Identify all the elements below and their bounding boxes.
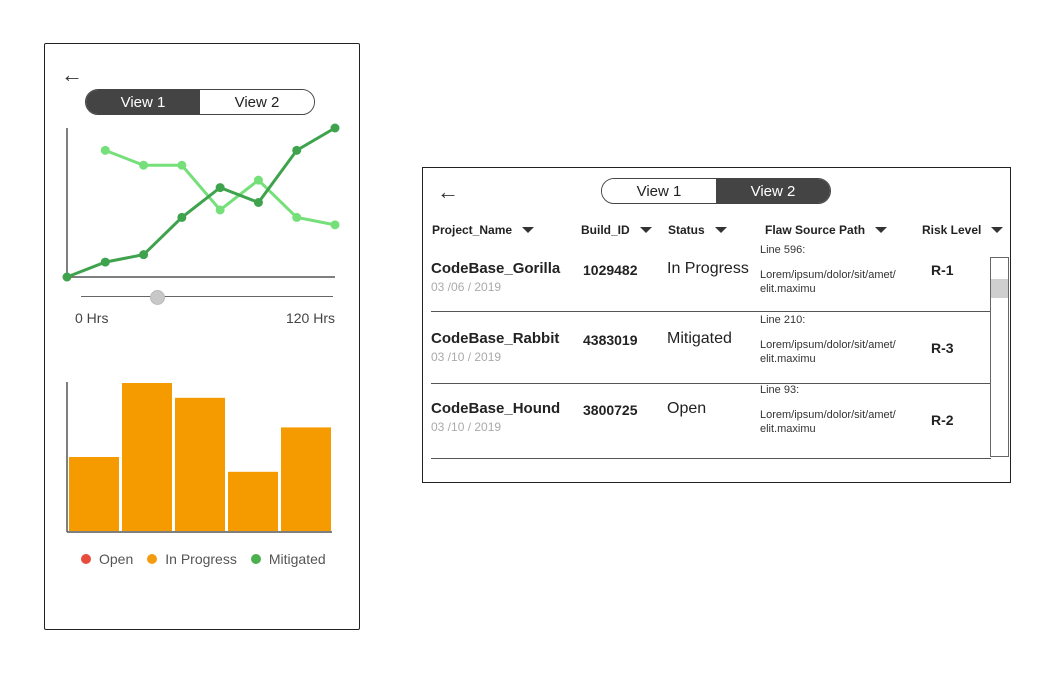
data-point [254,198,263,207]
status-bar-chart [45,374,361,544]
row-divider [431,311,991,312]
bar [228,472,278,531]
project-name: CodeBase_Gorilla [431,260,560,277]
table-view-frame: ← View 1 View 2 Project_Name Build_ID St… [422,167,1011,483]
legend-dot-open [81,554,91,564]
flaw-path: Lorem/ipsum/dolor/sit/amet/ elit.maximu [760,268,930,296]
data-point [331,124,340,133]
legend-item-open: Open [81,551,133,567]
column-header-build-id[interactable]: Build_ID [581,223,652,237]
legend-item-in-progress: In Progress [147,551,237,567]
project-date: 03 /06 / 2019 [431,280,501,294]
column-header-label: Build_ID [581,223,630,237]
bar [69,457,119,531]
data-point [101,146,110,155]
data-point [292,146,301,155]
status-text: Open [667,400,706,418]
flaw-path: Lorem/ipsum/dolor/sit/amet/ elit.maximu [760,408,930,436]
sort-caret-icon[interactable] [522,227,534,233]
tab-view-1[interactable]: View 1 [86,90,200,114]
time-slider-handle[interactable] [150,290,165,305]
column-header-flaw-source-path[interactable]: Flaw Source Path [765,223,887,237]
column-header-project-name[interactable]: Project_Name [432,223,534,237]
trend-line-chart [45,114,361,284]
legend-dot-in-progress [147,554,157,564]
table-scrollbar[interactable] [990,257,1009,457]
data-point [177,161,186,170]
risk-level: R-3 [931,340,954,356]
data-point [177,213,186,222]
legend-label-in-progress: In Progress [165,551,237,567]
data-point [139,250,148,259]
data-point [216,183,225,192]
column-header-label: Project_Name [432,223,512,237]
view-toggle: View 1 View 2 [601,178,831,204]
risk-level: R-2 [931,412,954,428]
tab-view-1[interactable]: View 1 [602,179,716,203]
data-point [101,258,110,267]
flaw-path: Lorem/ipsum/dolor/sit/amet/ elit.maximu [760,338,930,366]
bar [281,427,331,531]
back-arrow-icon[interactable]: ← [61,64,83,86]
mobile-view-frame: ← View 1 View 2 0 Hrs 120 Hrs Open In Pr… [44,43,360,630]
build-id: 1029482 [583,262,638,278]
data-point [331,220,340,229]
view-toggle: View 1 View 2 [85,89,315,115]
risk-level: R-1 [931,262,954,278]
project-name: CodeBase_Rabbit [431,330,559,347]
scrollbar-thumb[interactable] [991,279,1008,298]
tab-view-2[interactable]: View 2 [716,179,830,203]
status-text: In Progress [667,260,749,278]
time-slider-track[interactable] [81,296,333,297]
project-name: CodeBase_Hound [431,400,560,417]
range-max-label: 120 Hrs [286,310,335,326]
legend-label-open: Open [99,551,133,567]
legend-dot-mitigated [251,554,261,564]
column-header-label: Status [668,223,705,237]
data-point [63,273,72,282]
flaw-line: Line 93: [760,384,799,396]
row-divider [431,458,991,459]
sort-caret-icon[interactable] [991,227,1003,233]
project-date: 03 /10 / 2019 [431,350,501,364]
data-point [216,205,225,214]
data-point [254,176,263,185]
column-header-label: Flaw Source Path [765,223,865,237]
flaw-line: Line 596: [760,244,805,256]
project-date: 03 /10 / 2019 [431,420,501,434]
legend-label-mitigated: Mitigated [269,551,326,567]
build-id: 4383019 [583,332,638,348]
column-header-label: Risk Level [922,223,981,237]
column-header-status[interactable]: Status [668,223,727,237]
sort-caret-icon[interactable] [640,227,652,233]
tab-view-2[interactable]: View 2 [200,90,314,114]
range-min-label: 0 Hrs [75,310,108,326]
back-arrow-icon[interactable]: ← [437,181,459,203]
sort-caret-icon[interactable] [715,227,727,233]
data-point [139,161,148,170]
row-divider [431,383,991,384]
sort-caret-icon[interactable] [875,227,887,233]
bar [175,398,225,531]
build-id: 3800725 [583,402,638,418]
chart-legend: Open In Progress Mitigated [81,551,326,567]
flaw-line: Line 210: [760,314,805,326]
legend-item-mitigated: Mitigated [251,551,326,567]
bar [122,383,172,531]
data-point [292,213,301,222]
column-header-risk-level[interactable]: Risk Level [922,223,1003,237]
status-text: Mitigated [667,330,732,348]
